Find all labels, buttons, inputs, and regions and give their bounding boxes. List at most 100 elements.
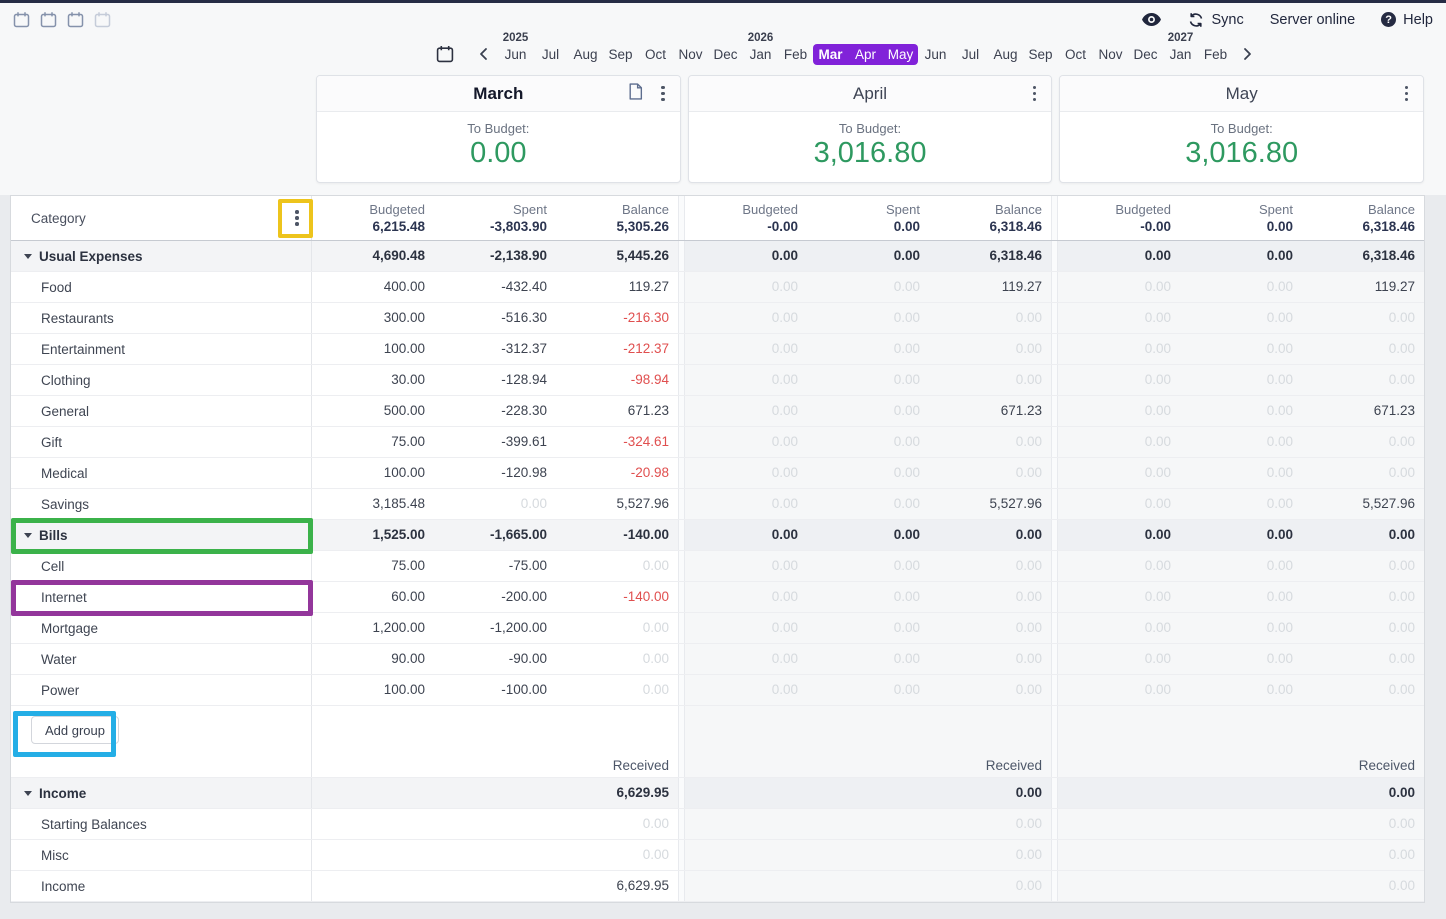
month-nav-mar-9[interactable]: Mar	[813, 44, 848, 65]
category-name-cell[interactable]: Misc	[11, 840, 312, 870]
server-status-button[interactable]: Server online	[1270, 12, 1355, 28]
balance-cell[interactable]: 671.23	[556, 396, 678, 426]
spent-cell[interactable]: 0.00	[807, 489, 929, 519]
spent-cell[interactable]: -100.00	[434, 675, 556, 705]
budgeted-cell[interactable]: 0.00	[1058, 365, 1180, 395]
month-nav-jul-13[interactable]: Jul	[953, 44, 988, 65]
budgeted-cell[interactable]: 100.00	[312, 675, 434, 705]
balance-cell[interactable]: 0.00	[1302, 365, 1424, 395]
month-nav-nov-5[interactable]: Nov	[673, 44, 708, 65]
budgeted-cell[interactable]: 0.00	[685, 458, 807, 488]
budgeted-cell[interactable]: 0.00	[685, 613, 807, 643]
category-name-cell[interactable]: Bills	[11, 520, 312, 550]
month-menu-button[interactable]	[659, 84, 667, 104]
budgeted-cell[interactable]: 0.00	[1058, 613, 1180, 643]
month-nav-jun-0[interactable]: Jun2025	[498, 44, 533, 65]
budgeted-cell[interactable]: 75.00	[312, 551, 434, 581]
budgeted-cell[interactable]: 300.00	[312, 303, 434, 333]
spent-cell[interactable]: 0.00	[807, 644, 929, 674]
balance-cell[interactable]: 0.00	[929, 613, 1051, 643]
balance-cell[interactable]: 0.00	[1302, 427, 1424, 457]
budgeted-cell[interactable]: 0.00	[685, 582, 807, 612]
balance-cell[interactable]: 119.27	[1302, 272, 1424, 302]
category-name-cell[interactable]: Gift	[11, 427, 312, 457]
budgeted-cell[interactable]: 0.00	[1058, 334, 1180, 364]
budgeted-cell[interactable]: 0.00	[685, 334, 807, 364]
collapse-triangle-icon[interactable]	[24, 254, 32, 259]
spent-cell[interactable]: 0.00	[1180, 613, 1302, 643]
received-cell[interactable]: 0.00	[312, 840, 678, 870]
balance-cell[interactable]: 0.00	[929, 365, 1051, 395]
budgeted-cell[interactable]: 30.00	[312, 365, 434, 395]
budgeted-cell[interactable]: 0.00	[685, 644, 807, 674]
balance-cell[interactable]: 0.00	[556, 675, 678, 705]
month-nav-aug-2[interactable]: Aug	[568, 44, 603, 65]
category-name-cell[interactable]: Mortgage	[11, 613, 312, 643]
spent-cell[interactable]: -120.98	[434, 458, 556, 488]
received-cell[interactable]: 0.00	[1058, 809, 1424, 839]
spent-cell[interactable]: 0.00	[1180, 551, 1302, 581]
category-name-cell[interactable]: Income	[11, 778, 312, 808]
category-name-cell[interactable]: Restaurants	[11, 303, 312, 333]
budgeted-cell[interactable]: 0.00	[685, 489, 807, 519]
balance-cell[interactable]: 0.00	[1302, 551, 1424, 581]
budgeted-cell[interactable]: 0.00	[1058, 458, 1180, 488]
month-nav-oct-16[interactable]: Oct	[1058, 44, 1093, 65]
budgeted-cell[interactable]: 0.00	[685, 551, 807, 581]
spent-cell[interactable]: 0.00	[807, 396, 929, 426]
to-budget-value[interactable]: 0.00	[317, 137, 680, 170]
spent-cell[interactable]: -90.00	[434, 644, 556, 674]
balance-cell[interactable]: 0.00	[929, 644, 1051, 674]
month-nav-dec-6[interactable]: Dec	[708, 44, 743, 65]
received-cell[interactable]: 0.00	[685, 809, 1051, 839]
month-nav-jan-7[interactable]: Jan2026	[743, 44, 778, 65]
month-nav-aug-14[interactable]: Aug	[988, 44, 1023, 65]
received-cell[interactable]: 0.00	[685, 871, 1051, 901]
month-nav-sep-3[interactable]: Sep	[603, 44, 638, 65]
balance-cell[interactable]: -216.30	[556, 303, 678, 333]
spent-cell[interactable]: 0.00	[807, 582, 929, 612]
received-cell[interactable]: 0.00	[312, 809, 678, 839]
month-note-button[interactable]	[628, 83, 643, 105]
four-month-view-icon[interactable]	[94, 11, 111, 28]
category-name-cell[interactable]: Clothing	[11, 365, 312, 395]
collapse-triangle-icon[interactable]	[24, 533, 32, 538]
spent-cell[interactable]: 0.00	[1180, 427, 1302, 457]
spent-cell[interactable]: 0.00	[807, 551, 929, 581]
balance-cell[interactable]: -20.98	[556, 458, 678, 488]
budgeted-cell[interactable]: 0.00	[1058, 427, 1180, 457]
spent-cell[interactable]: -312.37	[434, 334, 556, 364]
balance-cell[interactable]: 0.00	[929, 458, 1051, 488]
budgeted-cell[interactable]: 0.00	[1058, 489, 1180, 519]
balance-cell[interactable]: -98.94	[556, 365, 678, 395]
spent-cell[interactable]: -399.61	[434, 427, 556, 457]
month-nav-sep-15[interactable]: Sep	[1023, 44, 1058, 65]
balance-cell[interactable]: 0.00	[556, 551, 678, 581]
previous-months-button[interactable]	[477, 47, 491, 61]
spent-cell[interactable]: 0.00	[807, 613, 929, 643]
balance-cell[interactable]: 0.00	[929, 334, 1051, 364]
spent-cell[interactable]: 0.00	[1180, 489, 1302, 519]
spent-cell[interactable]: -432.40	[434, 272, 556, 302]
budgeted-cell[interactable]: 60.00	[312, 582, 434, 612]
category-name-cell[interactable]: Entertainment	[11, 334, 312, 364]
two-month-view-icon[interactable]	[40, 11, 57, 28]
budgeted-cell[interactable]: 1,200.00	[312, 613, 434, 643]
category-name-cell[interactable]: Internet	[11, 582, 312, 612]
spent-cell[interactable]: -128.94	[434, 365, 556, 395]
category-name-cell[interactable]: General	[11, 396, 312, 426]
balance-cell[interactable]: 0.00	[1302, 582, 1424, 612]
spent-cell[interactable]: -228.30	[434, 396, 556, 426]
category-name-cell[interactable]: Cell	[11, 551, 312, 581]
balance-cell[interactable]: 0.00	[1302, 458, 1424, 488]
spent-cell[interactable]: -200.00	[434, 582, 556, 612]
budgeted-cell[interactable]: 3,185.48	[312, 489, 434, 519]
spent-cell[interactable]: -1,200.00	[434, 613, 556, 643]
balance-cell[interactable]: 119.27	[929, 272, 1051, 302]
balance-cell[interactable]: 671.23	[929, 396, 1051, 426]
month-nav-apr-10[interactable]: Apr	[848, 44, 883, 65]
budgeted-cell[interactable]: 0.00	[1058, 582, 1180, 612]
spent-cell[interactable]: -516.30	[434, 303, 556, 333]
received-cell[interactable]: 6,629.95	[312, 871, 678, 901]
month-nav-dec-18[interactable]: Dec	[1128, 44, 1163, 65]
